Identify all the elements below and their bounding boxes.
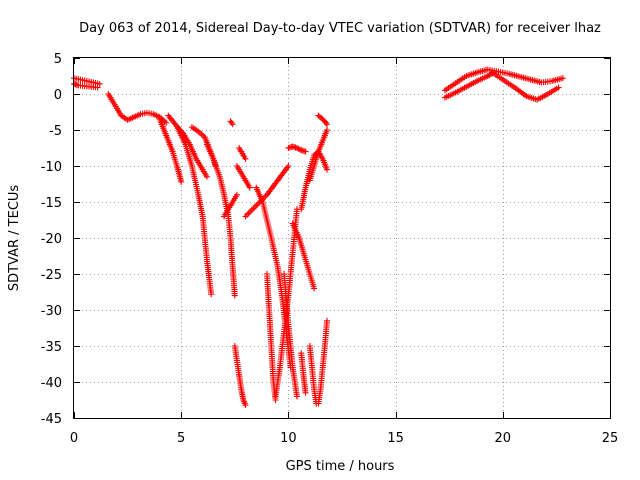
series-track-k [236, 145, 249, 162]
y-tick-label: -25 [41, 268, 62, 283]
series-track-q [263, 271, 279, 403]
series-track-t [285, 143, 309, 155]
x-tick-label: 10 [280, 431, 297, 446]
x-tick-label: 25 [602, 431, 619, 446]
x-axis-label: GPS time / hours [286, 459, 395, 474]
data-point [296, 146, 303, 153]
y-tick-label: 5 [54, 52, 62, 67]
data-point [179, 129, 186, 136]
series-track-aa [441, 66, 566, 94]
data-point [176, 126, 183, 133]
data-point [94, 84, 101, 91]
data-point [242, 155, 249, 162]
data-point [251, 204, 258, 211]
data-point [293, 393, 300, 400]
series-track-y [298, 350, 309, 396]
data-point [302, 389, 309, 396]
data-point [229, 121, 236, 128]
series-track-o [242, 163, 292, 220]
data-point [177, 127, 184, 134]
chart-title: Day 063 of 2014, Sidereal Day-to-day VTE… [79, 21, 601, 36]
data-point [173, 123, 180, 130]
data-point [559, 75, 566, 82]
data-point [247, 208, 254, 215]
x-tick-label: 20 [495, 431, 512, 446]
data-point [555, 84, 562, 91]
data-markers [71, 66, 566, 409]
y-axis-label: SDTVAR / TECUs [7, 185, 22, 292]
plot-frame [73, 57, 611, 419]
y-tick-label: -30 [41, 304, 62, 319]
data-point [311, 285, 318, 292]
data-point [163, 119, 170, 126]
data-point [285, 163, 292, 169]
data-point [323, 166, 330, 173]
series-track-h [203, 141, 238, 299]
data-point [228, 119, 235, 126]
series-track-w [306, 127, 330, 184]
series-track-z [306, 317, 330, 407]
data-point [178, 178, 185, 185]
data-point [248, 207, 255, 214]
data-point [244, 211, 251, 218]
data-point [236, 371, 243, 378]
series-track-j [233, 163, 253, 191]
series-track-n [227, 118, 236, 128]
y-tick-label: -35 [41, 340, 62, 355]
y-tick-label: -15 [41, 196, 62, 211]
series-track-s [281, 271, 300, 400]
y-tick-label: -5 [49, 124, 62, 139]
x-tick-label: 5 [177, 431, 185, 446]
axis-ticks: 0 5 10 15 20 25 5 0 -5 -10 -15 -20 -25 -30 -35 -40 -45 [41, 52, 619, 446]
y-tick-label: 0 [54, 88, 62, 103]
data-point [323, 121, 330, 128]
x-tick-label: 15 [387, 431, 404, 446]
data-point [208, 291, 215, 298]
y-tick-label: -10 [41, 160, 62, 175]
data-point [302, 148, 309, 155]
data-point [231, 292, 238, 299]
data-point [96, 80, 103, 87]
y-tick-label: -45 [41, 412, 62, 427]
x-tick-label: 0 [70, 431, 78, 446]
series-track-ac [491, 70, 562, 103]
series-track-p [253, 184, 294, 371]
y-tick-label: -20 [41, 232, 62, 247]
series-track-i [221, 191, 240, 220]
grid [74, 58, 610, 418]
data-point [246, 184, 253, 191]
series-track-c [105, 91, 170, 126]
data-point [250, 205, 257, 212]
data-point [245, 210, 252, 217]
data-point [323, 317, 330, 324]
series-track-f [173, 123, 210, 180]
data-point [253, 202, 260, 209]
series-track-m [231, 343, 243, 378]
data-point [175, 124, 182, 131]
data-point [233, 191, 240, 198]
series-track-l [236, 371, 249, 409]
series-track-ab [441, 69, 498, 101]
data-point [293, 145, 300, 151]
data-point [242, 402, 249, 409]
series-track-u [289, 220, 318, 292]
data-point [242, 213, 249, 220]
data-point [323, 127, 330, 133]
data-point [203, 173, 210, 180]
series-track-d [156, 116, 185, 185]
y-tick-label: -40 [41, 376, 62, 391]
data-point [295, 145, 302, 152]
data-point [322, 119, 329, 126]
series-track-x [315, 112, 330, 128]
